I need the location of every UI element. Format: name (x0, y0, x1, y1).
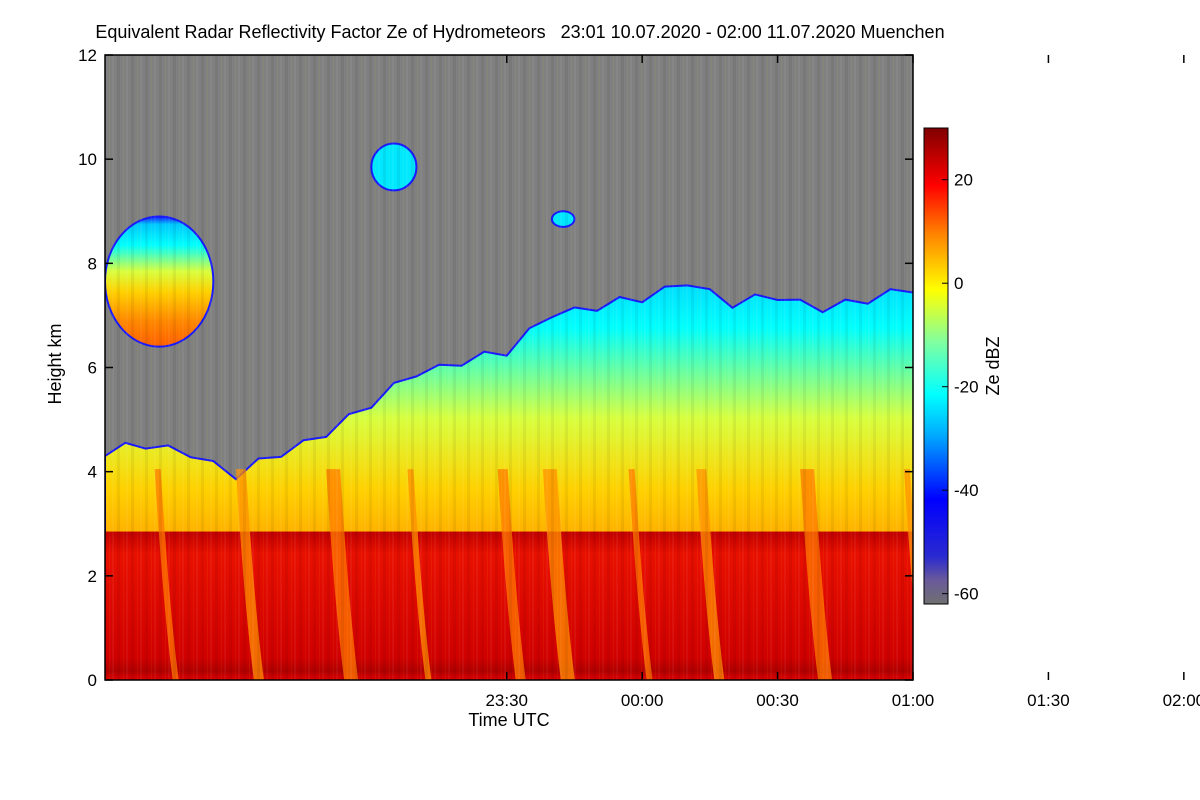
colorbar-label: Ze dBZ (983, 336, 1003, 395)
colorbar-gradient (923, 127, 949, 605)
colorbar-tick-label: 0 (954, 274, 963, 293)
colorbar-tick-label: -20 (954, 378, 979, 397)
x-tick-label: 01:30 (1027, 691, 1070, 710)
y-tick-label: 4 (88, 463, 97, 482)
colorbar-ticks: 20 0 -20 -40 -60 (942, 171, 979, 604)
y-tick-label: 12 (78, 46, 97, 65)
y-axis: 0 2 4 6 8 10 12 (78, 46, 913, 690)
colorbar: 20 0 -20 -40 -60 Ze dBZ (923, 127, 1003, 605)
y-tick-label: 8 (88, 254, 97, 273)
y-tick-label: 10 (78, 150, 97, 169)
title-subtitle: 23:01 10.07.2020 - 02:00 11.07.2020 Muen… (560, 22, 945, 42)
y-tick-label: 6 (88, 359, 97, 378)
colorbar-tick-label: -40 (954, 481, 979, 500)
x-tick-label: 01:00 (892, 691, 935, 710)
title-main: Equivalent Radar Reflectivity Factor Ze … (95, 22, 546, 42)
colorbar-tick-label: 20 (954, 171, 973, 190)
y-axis-label: Height km (45, 323, 65, 404)
streak-texture (105, 55, 913, 680)
y-tick-label: 2 (88, 567, 97, 586)
fall-streak (1130, 469, 1154, 680)
x-tick-label: 02:00 (1163, 691, 1200, 710)
x-tick-label: 23:30 (485, 691, 528, 710)
fall-streak (967, 469, 995, 680)
heatmap-field (105, 55, 1194, 680)
x-tick-label: 00:00 (621, 691, 664, 710)
x-axis-label: Time UTC (468, 710, 549, 730)
x-tick-label: 00:30 (756, 691, 799, 710)
fall-streak (1048, 469, 1080, 680)
x-axis: 23:30 00:00 00:30 01:00 01:30 02:00 (485, 55, 1200, 710)
colorbar-tick-label: -60 (954, 585, 979, 604)
chart-title: Equivalent Radar Reflectivity Factor Ze … (0, 22, 1040, 43)
fall-streak (1166, 469, 1194, 680)
y-tick-label: 0 (88, 671, 97, 690)
